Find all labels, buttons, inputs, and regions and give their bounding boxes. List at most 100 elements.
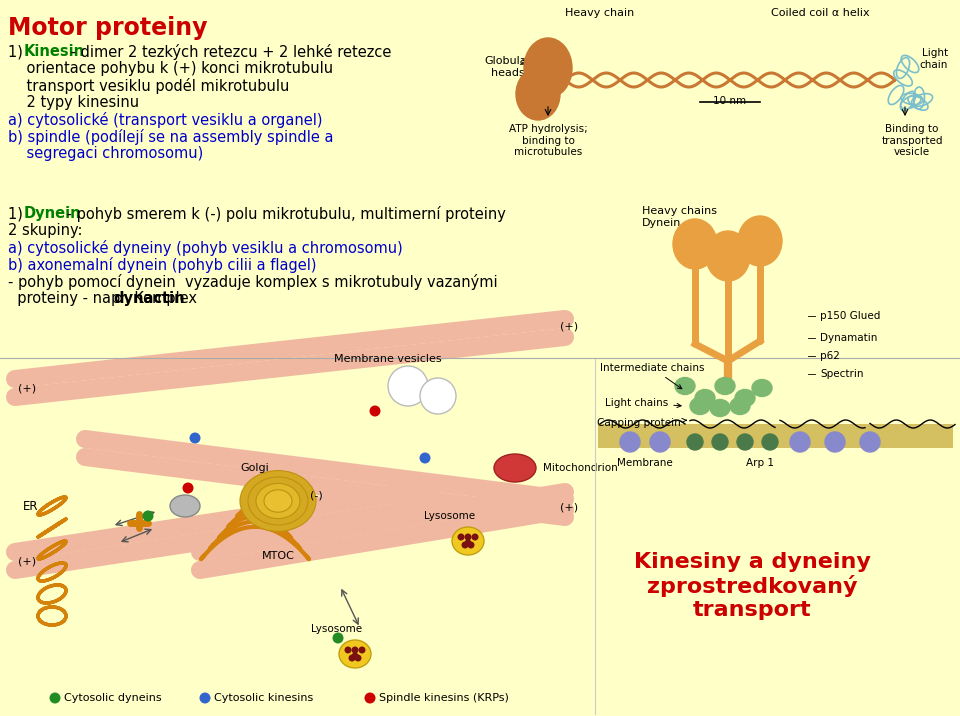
- Circle shape: [354, 654, 362, 662]
- Circle shape: [790, 432, 810, 452]
- Circle shape: [332, 632, 344, 644]
- Text: b) spindle (podílejí se na assembly spindle a: b) spindle (podílejí se na assembly spin…: [8, 129, 333, 145]
- Text: Coiled coil α helix: Coiled coil α helix: [771, 8, 870, 18]
- Ellipse shape: [516, 68, 560, 120]
- FancyBboxPatch shape: [598, 424, 953, 448]
- Text: Kinesin: Kinesin: [24, 44, 85, 59]
- Circle shape: [471, 533, 478, 541]
- Circle shape: [142, 511, 154, 521]
- Text: (+): (+): [18, 556, 36, 566]
- Text: Motor proteiny: Motor proteiny: [8, 16, 207, 40]
- Text: dynactin: dynactin: [113, 291, 184, 306]
- Ellipse shape: [240, 470, 316, 531]
- Text: a) cytosolické dyneiny (pohyb vesiklu a chromosomu): a) cytosolické dyneiny (pohyb vesiklu a …: [8, 240, 403, 256]
- Ellipse shape: [706, 231, 750, 281]
- Circle shape: [182, 483, 194, 493]
- Ellipse shape: [256, 483, 300, 518]
- Text: Kinesiny a dyneiny
zprostredkovaný
transport: Kinesiny a dyneiny zprostredkovaný trans…: [634, 551, 871, 620]
- Text: Heavy chains
Dynein: Heavy chains Dynein: [642, 206, 717, 228]
- Circle shape: [50, 692, 60, 704]
- Text: 2 skupiny:: 2 skupiny:: [8, 223, 83, 238]
- Circle shape: [351, 647, 358, 654]
- Text: Dynein: Dynein: [24, 206, 82, 221]
- Circle shape: [365, 692, 375, 704]
- Text: Cytosolic kinesins: Cytosolic kinesins: [214, 693, 313, 703]
- Ellipse shape: [690, 397, 710, 415]
- Text: Spindle kinesins (KRPs): Spindle kinesins (KRPs): [379, 693, 509, 703]
- Circle shape: [762, 434, 778, 450]
- Circle shape: [712, 434, 728, 450]
- Ellipse shape: [738, 216, 782, 266]
- Text: Golgi: Golgi: [241, 463, 270, 473]
- Text: (+): (+): [560, 321, 578, 331]
- Text: Light chains: Light chains: [605, 398, 682, 408]
- Text: p150 Glued: p150 Glued: [820, 311, 880, 321]
- Circle shape: [825, 432, 845, 452]
- Circle shape: [737, 434, 753, 450]
- Circle shape: [420, 453, 430, 463]
- Text: a) cytosolické (transport vesiklu a organel): a) cytosolické (transport vesiklu a orga…: [8, 112, 323, 128]
- Ellipse shape: [710, 400, 730, 417]
- Text: Lysosome: Lysosome: [311, 624, 363, 634]
- Circle shape: [358, 647, 366, 654]
- Circle shape: [388, 366, 428, 406]
- Text: Membrane vesicles: Membrane vesicles: [334, 354, 442, 364]
- Circle shape: [420, 378, 456, 414]
- Text: 2 typy kinesinu: 2 typy kinesinu: [8, 95, 139, 110]
- Text: - pohyb smerem k (-) polu mikrotubulu, multimerní proteiny: - pohyb smerem k (-) polu mikrotubulu, m…: [62, 206, 506, 222]
- Text: 1): 1): [8, 206, 28, 221]
- Circle shape: [465, 533, 471, 541]
- Text: p62: p62: [820, 351, 840, 361]
- Ellipse shape: [248, 477, 308, 525]
- Ellipse shape: [170, 495, 200, 517]
- Circle shape: [860, 432, 880, 452]
- Text: Light
chain: Light chain: [920, 48, 948, 69]
- Text: Lysosome: Lysosome: [424, 511, 475, 521]
- Circle shape: [189, 432, 201, 443]
- Circle shape: [345, 647, 351, 654]
- Ellipse shape: [524, 38, 572, 98]
- Ellipse shape: [673, 219, 717, 269]
- Circle shape: [348, 654, 355, 662]
- Ellipse shape: [730, 397, 750, 415]
- Text: ATP hydrolysis;
binding to
microtubules: ATP hydrolysis; binding to microtubules: [509, 124, 588, 158]
- Circle shape: [468, 541, 474, 548]
- Text: b) axonemalní dynein (pohyb cilii a flagel): b) axonemalní dynein (pohyb cilii a flag…: [8, 257, 317, 273]
- Circle shape: [465, 539, 471, 546]
- Text: Heavy chain: Heavy chain: [565, 8, 635, 18]
- Text: proteiny - napr. Komplex: proteiny - napr. Komplex: [8, 291, 202, 306]
- Text: Membrane: Membrane: [617, 458, 673, 468]
- Text: Spectrin: Spectrin: [820, 369, 863, 379]
- Ellipse shape: [752, 379, 772, 397]
- Text: Dynamatin: Dynamatin: [820, 333, 877, 343]
- Circle shape: [620, 432, 640, 452]
- Ellipse shape: [695, 390, 715, 407]
- Ellipse shape: [735, 390, 755, 407]
- Circle shape: [200, 692, 210, 704]
- Text: (+): (+): [18, 383, 36, 393]
- Text: (-): (-): [310, 491, 323, 501]
- Text: Binding to
transported
vesicle: Binding to transported vesicle: [881, 124, 943, 158]
- Circle shape: [650, 432, 670, 452]
- Ellipse shape: [339, 640, 371, 668]
- Circle shape: [687, 434, 703, 450]
- Ellipse shape: [494, 454, 536, 482]
- Text: segregaci chromosomu): segregaci chromosomu): [8, 146, 204, 161]
- Text: orientace pohybu k (+) konci mikrotubulu: orientace pohybu k (+) konci mikrotubulu: [8, 61, 333, 76]
- Text: MTOC: MTOC: [261, 551, 295, 561]
- Text: 10 nm: 10 nm: [713, 96, 747, 106]
- Circle shape: [458, 533, 465, 541]
- Text: (+): (+): [560, 503, 578, 513]
- Circle shape: [351, 652, 358, 659]
- Ellipse shape: [452, 527, 484, 555]
- Text: 1): 1): [8, 44, 28, 59]
- Text: Globular
heads: Globular heads: [485, 56, 532, 77]
- Text: - dimer 2 tezkých retezcu + 2 lehké retezce: - dimer 2 tezkých retezcu + 2 lehké rete…: [66, 44, 392, 60]
- Ellipse shape: [715, 377, 735, 395]
- Ellipse shape: [675, 377, 695, 395]
- Circle shape: [462, 541, 468, 548]
- Text: Intermediate chains: Intermediate chains: [600, 363, 705, 389]
- Ellipse shape: [264, 490, 292, 512]
- Text: Capping protein: Capping protein: [597, 418, 686, 428]
- Text: Arp 1: Arp 1: [746, 458, 774, 468]
